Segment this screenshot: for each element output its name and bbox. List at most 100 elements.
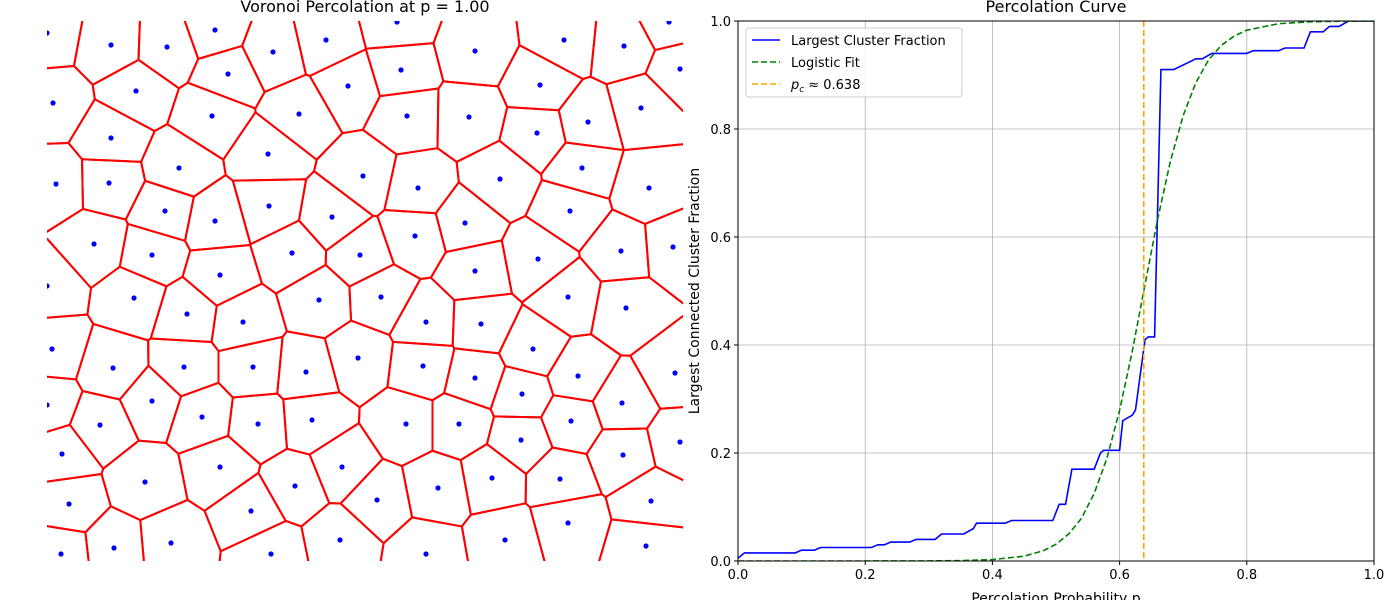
x-tick-label: 0.4 [982, 568, 1003, 583]
legend-box [745, 27, 963, 98]
voronoi-edge [217, 381, 234, 399]
voronoi-edge [118, 265, 168, 288]
seed-point [648, 498, 654, 504]
voronoi-edge [357, 422, 384, 460]
seed-point [472, 48, 478, 54]
seed-point [309, 417, 315, 423]
voronoi-edge [431, 449, 462, 462]
seed-point [623, 305, 629, 311]
y-tick-label: 0.6 [710, 231, 731, 246]
seed-point [199, 414, 205, 420]
x-tick-label: 0.6 [1109, 568, 1130, 583]
voronoi-edge [493, 415, 543, 419]
voronoi-edge [432, 21, 443, 45]
voronoi-edge [86, 286, 93, 316]
seed-point [472, 268, 478, 274]
voronoi-edge [109, 505, 142, 522]
voronoi-edge [139, 519, 145, 561]
voronoi-edge [90, 265, 121, 289]
voronoi-edge [610, 518, 683, 529]
voronoi-edge [102, 439, 140, 470]
y-axis-label: Largest Connected Cluster Fraction [687, 168, 703, 414]
voronoi-edge [313, 170, 375, 217]
voronoi-edge [140, 130, 156, 163]
legend-subscript: c [799, 85, 804, 95]
voronoi-edge [308, 422, 360, 456]
voronoi-edge [260, 282, 277, 295]
voronoi-edge [546, 375, 555, 397]
seed-point [575, 373, 581, 379]
voronoi-edge [453, 292, 513, 302]
seed-point [181, 364, 187, 370]
seed-point [435, 485, 441, 491]
seed-point [394, 21, 400, 25]
legend-label: pc ≈ 0.638 [790, 78, 860, 95]
voronoi-edge [241, 21, 253, 47]
seed-point [565, 520, 571, 526]
voronoi-edge [181, 275, 218, 307]
voronoi-edge [313, 158, 318, 173]
seed-point [149, 252, 155, 258]
seed-point [142, 479, 148, 485]
seed-point [565, 294, 571, 300]
voronoi-edge [192, 174, 227, 198]
voronoi-edge [644, 49, 657, 75]
seed-point [420, 363, 426, 369]
voronoi-edge [222, 111, 257, 161]
voronoi-edge [648, 276, 683, 305]
seed-point [265, 151, 271, 157]
voronoi-edge [546, 335, 572, 378]
voronoi-edge [453, 347, 500, 355]
voronoi-edge [419, 276, 432, 281]
voronoi-edge [92, 322, 150, 342]
seed-point [217, 272, 223, 278]
voronoi-edge [323, 319, 353, 340]
seed-point [677, 439, 683, 445]
voronoi-edge [365, 42, 435, 50]
legend-symbol: p [790, 78, 799, 93]
voronoi-edge [137, 439, 168, 445]
seed-point [250, 364, 256, 370]
x-tick-label: 0.0 [728, 568, 749, 583]
voronoi-edge [84, 531, 90, 561]
seed-point [579, 165, 585, 171]
voronoi-edge [297, 219, 328, 252]
voronoi-edge [297, 178, 308, 222]
voronoi-edge [81, 158, 84, 210]
voronoi-edge [177, 452, 189, 501]
voronoi-edge [218, 550, 222, 561]
seed-point [131, 295, 137, 301]
voronoi-edge [443, 347, 456, 395]
voronoi-edge [149, 285, 168, 340]
voronoi-edge [144, 179, 195, 198]
voronoi-edge [431, 392, 446, 402]
voronoi-edge [231, 179, 252, 246]
voronoi-edge [460, 513, 472, 528]
voronoi-edge [165, 275, 184, 288]
voronoi-edge [81, 158, 143, 163]
voronoi-edge [500, 222, 512, 242]
voronoi-edge [315, 132, 344, 161]
seed-point [643, 543, 649, 549]
voronoi-edge [203, 509, 222, 553]
voronoi-edge [578, 208, 614, 253]
voronoi-edge [378, 87, 440, 98]
voronoi-edge [496, 85, 509, 109]
legend-rest: ≈ 0.638 [808, 78, 860, 93]
seed-point [357, 252, 363, 258]
voronoi-edge [47, 525, 87, 534]
seed-point [619, 400, 625, 406]
voronoi-edge [376, 215, 395, 266]
voronoi-edge [564, 141, 625, 152]
voronoi-edge [219, 519, 287, 553]
voronoi-edge [585, 428, 604, 455]
voronoi-edge [455, 160, 460, 184]
voronoi-edge [93, 98, 156, 133]
seed-point [108, 42, 114, 48]
seed-point [53, 181, 59, 187]
voronoi-edge [364, 48, 381, 98]
voronoi-edge [325, 214, 375, 252]
voronoi-edge [498, 139, 543, 176]
voronoi-edge [197, 44, 244, 60]
voronoi-edge [210, 304, 218, 343]
